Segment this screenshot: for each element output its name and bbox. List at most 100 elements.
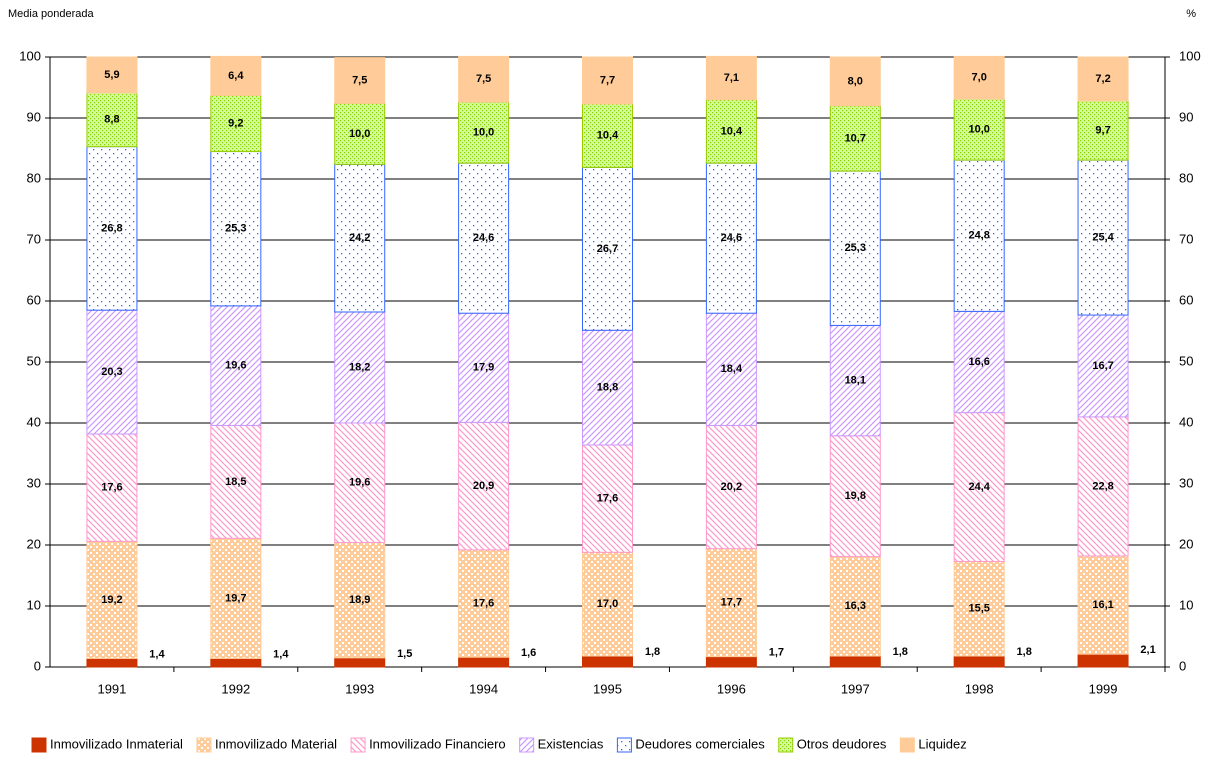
legend-label: Inmovilizado Financiero xyxy=(369,736,506,751)
bar-segment xyxy=(582,56,633,105)
value-label: 7,2 xyxy=(1095,73,1110,85)
bar-segment xyxy=(210,55,262,96)
value-label: 17,6 xyxy=(597,493,618,505)
bar-segment xyxy=(705,312,757,426)
x-tick-label: 1997 xyxy=(841,681,870,696)
y-tick-label: 0 xyxy=(34,658,41,673)
legend-label: Otros deudores xyxy=(797,736,887,751)
bar-segment xyxy=(582,655,633,668)
bar-segment xyxy=(829,56,881,107)
bar-segment xyxy=(210,424,262,539)
bar-segment xyxy=(705,162,757,314)
y2-axis-label: % xyxy=(1186,8,1196,20)
value-label: 19,2 xyxy=(101,594,122,606)
y2-tick-label: 70 xyxy=(1179,231,1193,246)
y-tick-label: 70 xyxy=(27,231,41,246)
bar-segment xyxy=(705,548,757,658)
bar-segment xyxy=(210,94,262,153)
bar-segment xyxy=(334,422,386,544)
value-label: 19,6 xyxy=(349,477,370,489)
bar-segment xyxy=(458,549,510,658)
bar-segment xyxy=(829,170,881,326)
value-label: 10,4 xyxy=(721,125,743,137)
value-label: 10,4 xyxy=(597,130,619,142)
bar-segment xyxy=(86,146,138,311)
bar-segment xyxy=(86,433,138,542)
value-label: 1,6 xyxy=(521,647,536,659)
legend-swatch xyxy=(350,737,366,753)
bar-segment xyxy=(458,421,510,551)
value-label: 18,2 xyxy=(349,361,370,373)
legend-label: Existencias xyxy=(538,736,604,751)
y-tick-label: 60 xyxy=(27,292,41,307)
value-label: 25,4 xyxy=(1092,231,1114,243)
y-tick-label: 10 xyxy=(27,597,41,612)
bar-segment xyxy=(210,305,262,426)
value-label: 16,7 xyxy=(1092,360,1113,372)
x-tick-label: 1993 xyxy=(345,681,374,696)
value-label: 7,7 xyxy=(600,74,615,86)
value-label: 9,2 xyxy=(228,117,243,129)
bar-segment xyxy=(829,655,881,668)
value-label: 6,4 xyxy=(228,70,244,82)
value-label: 17,9 xyxy=(473,362,494,374)
y2-tick-label: 20 xyxy=(1179,536,1193,551)
value-label: 17,6 xyxy=(473,597,494,609)
value-label: 10,0 xyxy=(968,123,989,135)
value-label: 25,3 xyxy=(845,242,866,254)
value-label: 19,8 xyxy=(845,490,866,502)
bar-segment xyxy=(705,55,757,101)
value-label: 16,3 xyxy=(845,600,866,612)
value-label: 5,9 xyxy=(104,69,119,81)
value-label: 24,6 xyxy=(721,232,742,244)
value-label: 10,7 xyxy=(845,132,866,144)
value-label: 24,4 xyxy=(968,481,990,493)
bar-segment xyxy=(334,102,386,165)
legend-swatch xyxy=(616,737,632,753)
y-tick-label: 30 xyxy=(27,475,41,490)
legend-swatch xyxy=(899,737,915,753)
value-label: 1,8 xyxy=(1017,646,1032,658)
bar-segment xyxy=(705,656,757,668)
bar-segment xyxy=(582,166,633,331)
y2-tick-label: 90 xyxy=(1179,109,1193,124)
x-tick-label: 1991 xyxy=(97,681,126,696)
value-label: 9,7 xyxy=(1095,124,1110,136)
y-tick-label: 40 xyxy=(27,414,41,429)
bar-segment xyxy=(705,99,757,164)
y2-tick-label: 0 xyxy=(1179,658,1186,673)
legend-label: Liquidez xyxy=(918,736,966,751)
bar-segment xyxy=(1077,555,1129,655)
y-tick-label: 90 xyxy=(27,109,41,124)
y2-tick-label: 60 xyxy=(1179,292,1193,307)
value-label: 24,6 xyxy=(473,232,494,244)
legend-swatch xyxy=(519,737,535,753)
bar-segment xyxy=(86,92,138,148)
y-axis-label: Media ponderada xyxy=(8,8,95,20)
y-tick-label: 100 xyxy=(19,48,41,63)
bar-segment xyxy=(334,57,386,104)
bar-segment xyxy=(1077,653,1129,668)
value-label: 1,5 xyxy=(397,648,412,660)
value-label: 18,8 xyxy=(597,382,618,394)
bar-segment xyxy=(829,105,881,172)
bar-segment xyxy=(953,55,1005,100)
bar-segment xyxy=(1077,56,1129,102)
y2-tick-label: 50 xyxy=(1179,353,1193,368)
bar-segment xyxy=(458,162,510,314)
legend-label: Inmovilizado Material xyxy=(215,736,337,751)
y2-tick-label: 10 xyxy=(1179,597,1193,612)
bar-segment xyxy=(86,657,138,668)
x-tick-label: 1994 xyxy=(469,681,498,696)
bar-segment xyxy=(829,324,881,437)
value-label: 8,8 xyxy=(104,114,119,126)
bar-segment xyxy=(953,98,1005,161)
value-label: 24,8 xyxy=(968,230,989,242)
x-tick-label: 1996 xyxy=(717,681,746,696)
value-label: 26,7 xyxy=(597,243,618,255)
bar-segment xyxy=(1077,314,1129,418)
bar-segment xyxy=(953,159,1005,312)
value-label: 20,2 xyxy=(721,481,742,493)
value-label: 8,0 xyxy=(848,75,863,87)
